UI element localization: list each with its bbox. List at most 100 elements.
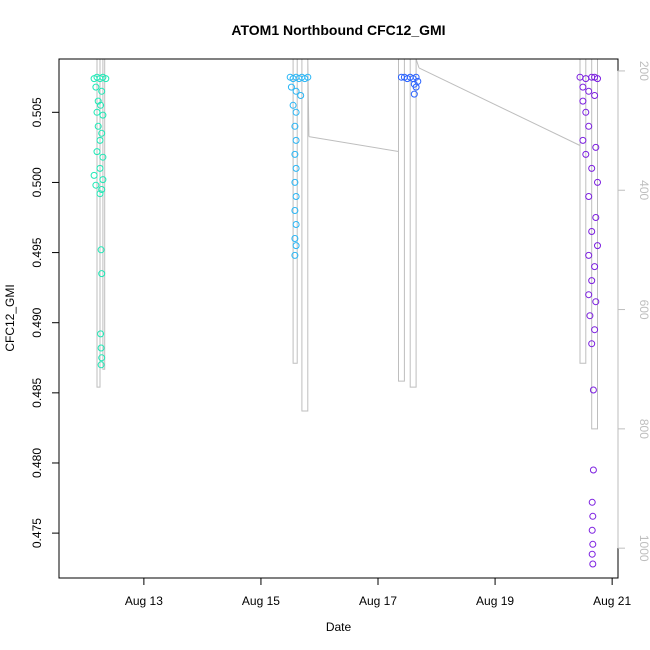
data-point-s0-8 xyxy=(97,101,105,109)
y-tick-label-5: 0.500 xyxy=(30,167,44,197)
pressure-line-3 xyxy=(398,58,420,388)
pressure-line-2 xyxy=(308,136,399,152)
data-point-s0-16 xyxy=(96,164,104,172)
y-tick-label-2: 0.485 xyxy=(30,377,44,407)
data-point-s1-9 xyxy=(297,92,305,99)
data-point-s0-15 xyxy=(99,153,107,161)
data-point-s0-20 xyxy=(98,186,106,193)
data-point-s3-16 xyxy=(585,193,593,200)
y-tick-label-4: 0.495 xyxy=(30,237,44,267)
data-point-s2-5 xyxy=(412,73,420,81)
data-point-s0-10 xyxy=(99,111,107,119)
data-point-s3-15 xyxy=(594,178,601,186)
data-point-s1-7 xyxy=(287,83,295,91)
data-point-s0-18 xyxy=(99,176,107,184)
data-point-s3-17 xyxy=(592,214,600,221)
data-point-s3-8 xyxy=(579,97,587,105)
data-point-s0-11 xyxy=(94,122,102,130)
data-point-s0-6 xyxy=(98,87,106,95)
data-point-s3-4 xyxy=(591,73,599,81)
x-tick-label-0: Aug 13 xyxy=(125,594,163,608)
data-point-s1-21 xyxy=(292,242,300,250)
data-point-s3-10 xyxy=(585,122,593,130)
data-point-s1-22 xyxy=(291,251,299,259)
right-tick-label-1: 400 xyxy=(637,180,650,200)
data-point-s3-7 xyxy=(591,92,599,99)
data-point-s1-19 xyxy=(292,221,300,228)
data-point-s1-13 xyxy=(292,136,300,144)
data-point-s0-19 xyxy=(92,181,100,189)
x-tick-label-4: Aug 21 xyxy=(593,594,631,608)
data-point-s1-10 xyxy=(289,101,297,109)
data-point-s3-6 xyxy=(585,87,593,95)
data-point-s2-8 xyxy=(412,83,420,91)
data-point-s0-14 xyxy=(93,148,101,156)
data-point-s1-12 xyxy=(291,122,299,130)
data-point-s3-19 xyxy=(594,242,601,250)
data-point-s3-22 xyxy=(588,277,596,285)
data-point-s3-11 xyxy=(579,136,587,144)
data-point-s3-28 xyxy=(589,386,597,394)
plot-frame xyxy=(58,58,619,579)
data-point-s3-26 xyxy=(591,326,599,334)
data-point-s3-18 xyxy=(588,228,596,235)
y-tick-label-0: 0.475 xyxy=(30,518,44,548)
data-point-s3-9 xyxy=(582,108,590,116)
x-tick-label-2: Aug 17 xyxy=(359,594,397,608)
data-point-s0-26 xyxy=(98,354,106,362)
data-point-s1-17 xyxy=(292,193,300,200)
right-tick-label-0: 200 xyxy=(637,61,650,81)
y-axis: 0.475 0.480 0.485 0.490 0.495 0.500 0.505 xyxy=(30,97,59,548)
data-points-layer xyxy=(90,73,601,568)
data-point-s3-25 xyxy=(586,312,594,320)
y-tick-label-3: 0.490 xyxy=(30,307,44,337)
data-point-s0-17 xyxy=(90,171,98,179)
x-tick-label-3: Aug 19 xyxy=(476,594,514,608)
data-point-s3-12 xyxy=(592,143,600,151)
data-point-s1-8 xyxy=(292,87,300,95)
data-point-s0-27 xyxy=(97,361,105,369)
data-point-s3-27 xyxy=(588,340,596,348)
right-pressure-axis: 200 400 600 800 1000 xyxy=(617,61,650,562)
pressure-line-1 xyxy=(292,58,310,412)
data-point-s0-22 xyxy=(97,246,105,254)
data-point-s0-21 xyxy=(96,190,104,198)
data-point-s3-24 xyxy=(592,298,600,306)
data-point-s3-5 xyxy=(579,83,587,91)
right-tick-label-2: 600 xyxy=(637,300,650,320)
y-tick-label-6: 0.505 xyxy=(30,97,44,127)
data-point-s3-33 xyxy=(589,540,597,548)
data-point-s0-13 xyxy=(96,136,104,144)
data-point-s3-29 xyxy=(589,466,597,474)
chart-title: ATOM1 Northbound CFC12_GMI xyxy=(231,22,445,38)
data-point-s3-13 xyxy=(582,150,590,158)
data-point-s3-21 xyxy=(591,263,599,271)
data-point-s0-4 xyxy=(102,75,110,83)
data-point-s1-16 xyxy=(291,178,299,186)
data-point-s3-34 xyxy=(588,550,596,558)
data-point-s1-20 xyxy=(291,235,299,242)
data-point-s1-11 xyxy=(292,108,300,116)
data-point-s3-23 xyxy=(585,291,593,299)
data-point-s0-23 xyxy=(98,270,106,278)
x-axis: Aug 13 Aug 15 Aug 17 Aug 19 Aug 21 xyxy=(125,578,631,608)
right-tick-label-3: 800 xyxy=(637,419,650,439)
data-point-s0-12 xyxy=(98,129,106,137)
data-point-s0-9 xyxy=(93,108,101,116)
data-point-s1-6 xyxy=(304,73,312,81)
data-point-s0-5 xyxy=(92,83,100,91)
pressure-line-4 xyxy=(418,67,581,146)
y-tick-label-1: 0.480 xyxy=(30,448,44,478)
right-tick-label-4: 1000 xyxy=(637,535,650,562)
data-point-s3-35 xyxy=(589,560,597,568)
data-point-s1-18 xyxy=(291,207,299,214)
x-tick-label-1: Aug 15 xyxy=(242,594,280,608)
data-point-s3-32 xyxy=(588,526,596,534)
data-point-s2-9 xyxy=(410,90,418,98)
data-point-s3-30 xyxy=(588,498,596,506)
data-point-s1-15 xyxy=(292,164,300,172)
pressure-profile-layer xyxy=(96,58,598,430)
data-point-s0-24 xyxy=(97,330,105,338)
data-point-s3-20 xyxy=(585,251,593,259)
